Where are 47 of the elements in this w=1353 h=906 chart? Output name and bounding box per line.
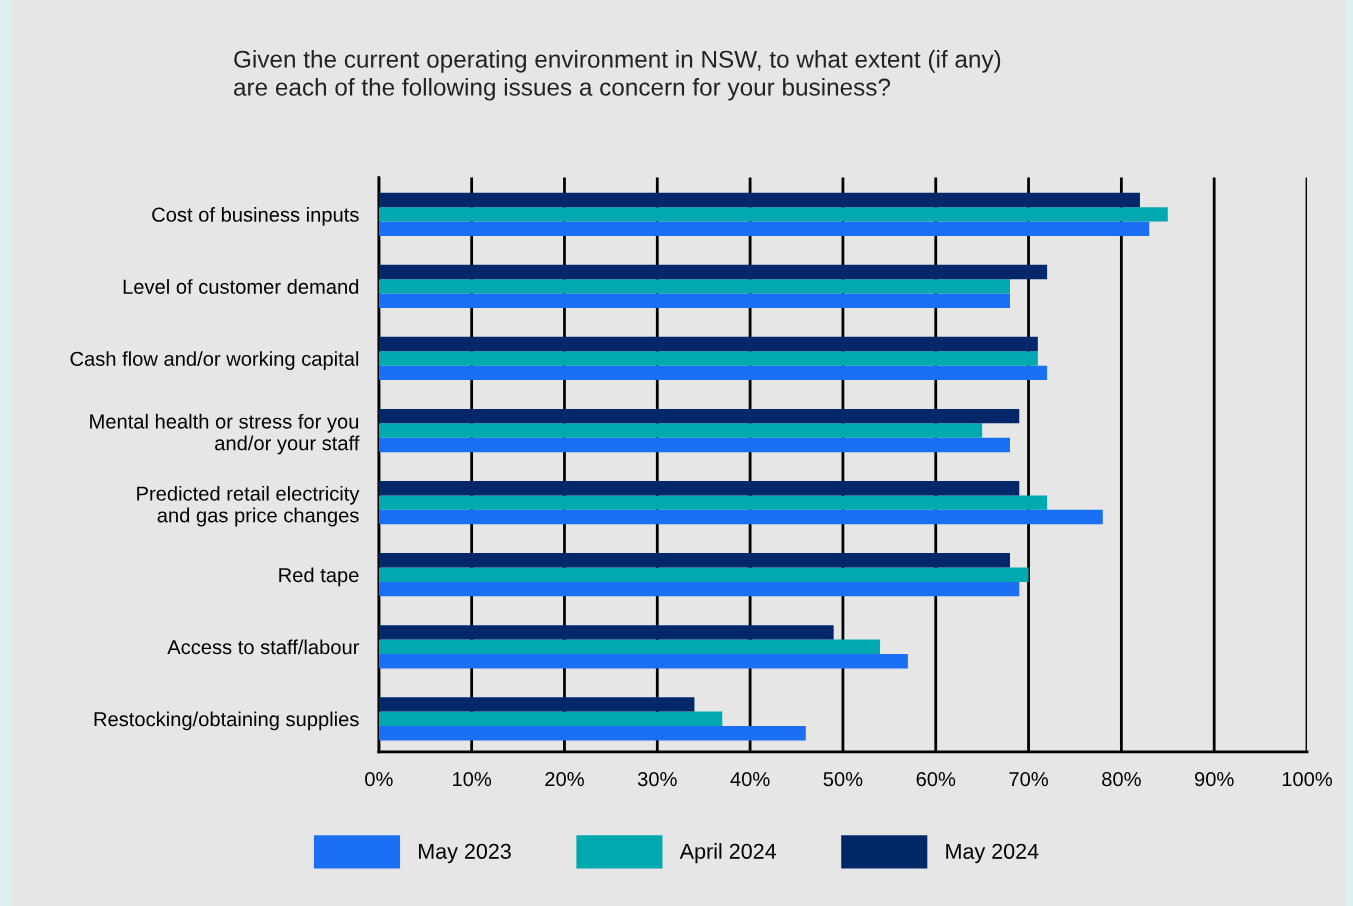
x-tick-label: 10%	[453, 771, 492, 787]
bar	[378, 726, 806, 741]
y-tick-label: Red tape	[279, 567, 359, 587]
x-tick-label: 60%	[916, 771, 956, 787]
bar	[378, 553, 1010, 568]
bar	[378, 423, 983, 438]
chart-title: Given the current operating environment in NSW, to what extent (if any) are each of the following issues a concern for your business?	[234, 50, 1001, 101]
bar	[378, 495, 1048, 510]
bar	[378, 509, 1103, 525]
y-tick-label: Level of customer demand	[123, 279, 359, 294]
x-tick-label: 90%	[1194, 771, 1234, 787]
bar	[378, 279, 1010, 294]
bar	[378, 221, 1150, 236]
y-tick-label: Cost of business inputs	[152, 207, 359, 226]
x-tick-label: 100%	[1282, 771, 1333, 787]
x-tick-label: 80%	[1102, 771, 1141, 787]
legend-label: May 2023	[419, 843, 511, 864]
y-tick-label: Access to staff/labour	[167, 639, 360, 655]
legend-label: April 2024	[679, 843, 777, 864]
bar	[378, 480, 1020, 496]
x-tick-label: 50%	[823, 771, 863, 787]
bar	[378, 697, 695, 712]
bar	[378, 639, 881, 654]
bar	[378, 264, 1048, 280]
bar	[378, 653, 908, 669]
x-tick-label: 40%	[730, 771, 770, 787]
bar	[378, 336, 1038, 352]
y-tick-label: Cash flow and/or working capital	[70, 351, 359, 370]
bar	[378, 293, 1010, 309]
y-tick-label: Predicted retail electricity and gas price changes	[137, 485, 360, 527]
bar	[378, 408, 1020, 424]
bar	[378, 711, 723, 727]
bar	[378, 192, 1140, 208]
y-tick-label: Restocking/obtaining supplies	[94, 711, 359, 731]
bar	[378, 567, 1029, 582]
x-tick-label: 30%	[637, 771, 677, 787]
bar	[378, 351, 1038, 366]
bar	[378, 437, 1010, 453]
x-tick-label: 20%	[545, 771, 584, 787]
y-tick-label: Mental health or stress for you and/or your staff	[90, 413, 360, 455]
bar	[378, 365, 1048, 381]
bar	[378, 625, 834, 640]
x-tick-label: 70%	[1009, 771, 1048, 787]
legend-label: May 2024	[946, 843, 1039, 864]
x-tick-label: 0%	[365, 771, 393, 787]
bar	[378, 207, 1168, 222]
bar	[378, 581, 1020, 597]
